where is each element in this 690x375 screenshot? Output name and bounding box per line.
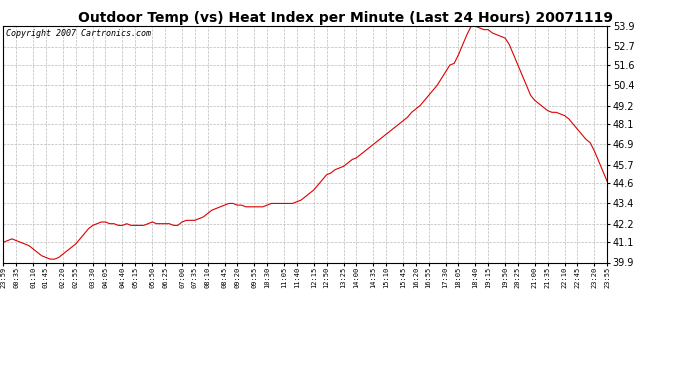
Text: Copyright 2007 Cartronics.com: Copyright 2007 Cartronics.com: [6, 28, 152, 38]
Text: Outdoor Temp (vs) Heat Index per Minute (Last 24 Hours) 20071119: Outdoor Temp (vs) Heat Index per Minute …: [77, 11, 613, 25]
